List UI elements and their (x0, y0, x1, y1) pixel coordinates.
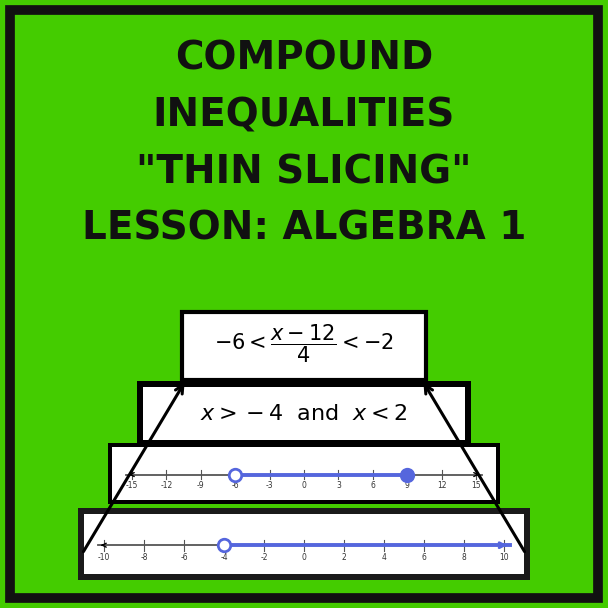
Text: -2: -2 (260, 553, 268, 562)
Text: -12: -12 (161, 482, 173, 490)
FancyBboxPatch shape (137, 381, 471, 446)
FancyBboxPatch shape (182, 312, 426, 380)
Text: -3: -3 (266, 482, 274, 490)
FancyBboxPatch shape (108, 443, 500, 504)
Text: 3: 3 (336, 482, 341, 490)
Text: -6: -6 (180, 553, 188, 562)
Text: 6: 6 (421, 553, 426, 562)
FancyBboxPatch shape (84, 514, 524, 574)
Text: "THIN SLICING": "THIN SLICING" (136, 153, 472, 191)
Text: 4: 4 (382, 553, 387, 562)
Text: -8: -8 (140, 553, 148, 562)
Text: -10: -10 (98, 553, 110, 562)
Text: INEQUALITIES: INEQUALITIES (153, 96, 455, 134)
Text: -6: -6 (232, 482, 239, 490)
FancyBboxPatch shape (143, 387, 465, 440)
Text: 0: 0 (302, 553, 306, 562)
Text: 15: 15 (471, 482, 481, 490)
Text: $-6 < \dfrac{x-12}{4} < -2$: $-6 < \dfrac{x-12}{4} < -2$ (214, 323, 394, 365)
Text: -9: -9 (197, 482, 205, 490)
Text: -15: -15 (126, 482, 138, 490)
FancyBboxPatch shape (112, 447, 496, 500)
Text: 12: 12 (437, 482, 446, 490)
Text: 10: 10 (499, 553, 509, 562)
Text: LESSON: ALGEBRA 1: LESSON: ALGEBRA 1 (82, 210, 526, 248)
Text: 2: 2 (342, 553, 347, 562)
Text: 6: 6 (370, 482, 375, 490)
Text: -4: -4 (220, 553, 228, 562)
FancyBboxPatch shape (78, 508, 530, 580)
Text: 9: 9 (405, 482, 410, 490)
FancyBboxPatch shape (10, 10, 598, 598)
Text: COMPOUND: COMPOUND (175, 39, 433, 77)
Text: 0: 0 (302, 482, 306, 490)
Text: 8: 8 (461, 553, 466, 562)
Text: $x > -4$  and  $x < 2$: $x > -4$ and $x < 2$ (201, 404, 407, 424)
